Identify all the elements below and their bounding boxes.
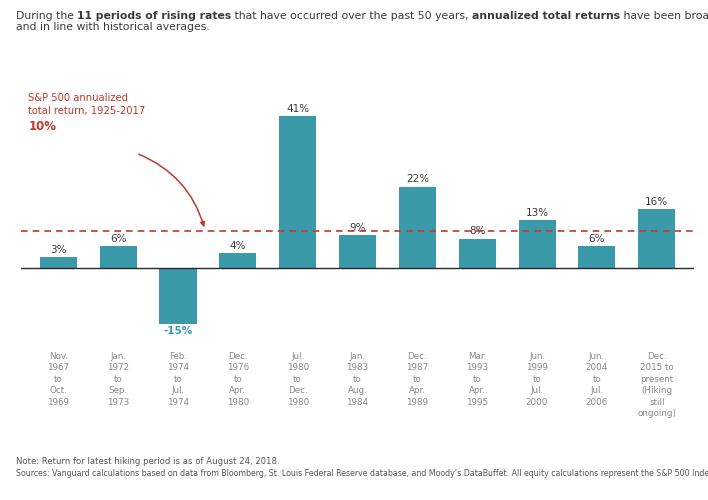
Text: S&P 500 annualized: S&P 500 annualized	[28, 93, 128, 103]
Bar	[40, 257, 77, 268]
Text: Jun.
1999
to
Jul.
2000: Jun. 1999 to Jul. 2000	[526, 352, 548, 406]
Text: Nov.
1967
to
Oct.
1969: Nov. 1967 to Oct. 1969	[47, 352, 69, 406]
Text: 6%: 6%	[110, 234, 127, 244]
Text: that have occurred over the past 50 years,: that have occurred over the past 50 year…	[232, 11, 472, 21]
Text: During the: During the	[16, 11, 77, 21]
Text: 11 periods of rising rates: 11 periods of rising rates	[77, 11, 232, 21]
Bar	[578, 246, 615, 268]
Text: 22%: 22%	[406, 174, 429, 184]
Bar	[219, 254, 256, 268]
Text: 4%: 4%	[229, 241, 246, 251]
Text: -15%: -15%	[164, 326, 193, 336]
Text: Feb.
1974
to
Jul.
1974: Feb. 1974 to Jul. 1974	[167, 352, 189, 406]
Bar	[638, 209, 675, 268]
Text: Mar.
1993
to
Apr.
1995: Mar. 1993 to Apr. 1995	[466, 352, 489, 406]
Bar	[459, 238, 496, 268]
Text: 9%: 9%	[349, 222, 366, 232]
Text: annualized total returns: annualized total returns	[472, 11, 620, 21]
Bar	[518, 220, 556, 268]
Text: Dec.
1987
to
Apr.
1989: Dec. 1987 to Apr. 1989	[406, 352, 428, 406]
Text: 16%: 16%	[645, 196, 668, 206]
Text: have been broadly positive: have been broadly positive	[620, 11, 708, 21]
Text: Jun.
2004
to
Jul.
2006: Jun. 2004 to Jul. 2006	[586, 352, 608, 406]
Text: 8%: 8%	[469, 226, 486, 236]
Text: 3%: 3%	[50, 245, 67, 255]
Text: 41%: 41%	[286, 104, 309, 114]
Text: 10%: 10%	[28, 120, 57, 132]
Text: Jan.
1972
to
Sep.
1973: Jan. 1972 to Sep. 1973	[107, 352, 130, 406]
Bar	[279, 116, 316, 268]
Text: Note: Return for latest hiking period is as of August 24, 2018.: Note: Return for latest hiking period is…	[16, 457, 279, 466]
Text: 13%: 13%	[525, 208, 549, 218]
Text: total return, 1925-2017: total return, 1925-2017	[28, 106, 146, 116]
Bar	[100, 246, 137, 268]
Text: 6%: 6%	[588, 234, 605, 244]
Text: Dec.
1976
to
Apr.
1980: Dec. 1976 to Apr. 1980	[227, 352, 249, 406]
Text: Jan.
1983
to
Aug.
1984: Jan. 1983 to Aug. 1984	[346, 352, 369, 406]
Text: Dec.
2015 to
present
(Hiking
still
ongoing): Dec. 2015 to present (Hiking still ongoi…	[637, 352, 676, 418]
Text: Sources: Vanguard calculations based on data from Bloomberg, St. Louis Federal R: Sources: Vanguard calculations based on …	[16, 469, 708, 478]
Bar	[339, 235, 376, 268]
Bar	[159, 268, 197, 324]
Text: and in line with historical averages.: and in line with historical averages.	[16, 22, 210, 32]
Text: Jul.
1980
to
Dec.
1980: Jul. 1980 to Dec. 1980	[287, 352, 309, 406]
Bar	[399, 186, 436, 268]
